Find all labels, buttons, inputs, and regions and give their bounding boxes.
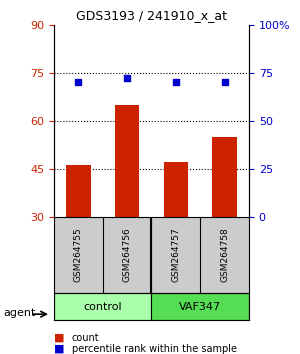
Bar bbox=[164, 162, 188, 217]
Point bbox=[125, 76, 130, 81]
Text: GSM264756: GSM264756 bbox=[123, 228, 132, 282]
Text: ■: ■ bbox=[54, 333, 64, 343]
Point bbox=[76, 80, 81, 85]
Text: control: control bbox=[83, 302, 122, 312]
Title: GDS3193 / 241910_x_at: GDS3193 / 241910_x_at bbox=[76, 9, 227, 22]
Text: ■: ■ bbox=[54, 344, 64, 354]
Bar bbox=[115, 105, 139, 217]
Text: VAF347: VAF347 bbox=[179, 302, 221, 312]
Point bbox=[173, 80, 178, 85]
Point bbox=[222, 80, 227, 85]
Text: percentile rank within the sample: percentile rank within the sample bbox=[72, 344, 237, 354]
Bar bbox=[212, 137, 237, 217]
Text: GSM264758: GSM264758 bbox=[220, 228, 229, 282]
Text: agent: agent bbox=[3, 308, 35, 318]
Text: GSM264755: GSM264755 bbox=[74, 228, 83, 282]
FancyBboxPatch shape bbox=[152, 293, 249, 320]
Text: count: count bbox=[72, 333, 100, 343]
Bar bbox=[66, 165, 91, 217]
Text: GSM264757: GSM264757 bbox=[171, 228, 180, 282]
FancyBboxPatch shape bbox=[54, 293, 152, 320]
